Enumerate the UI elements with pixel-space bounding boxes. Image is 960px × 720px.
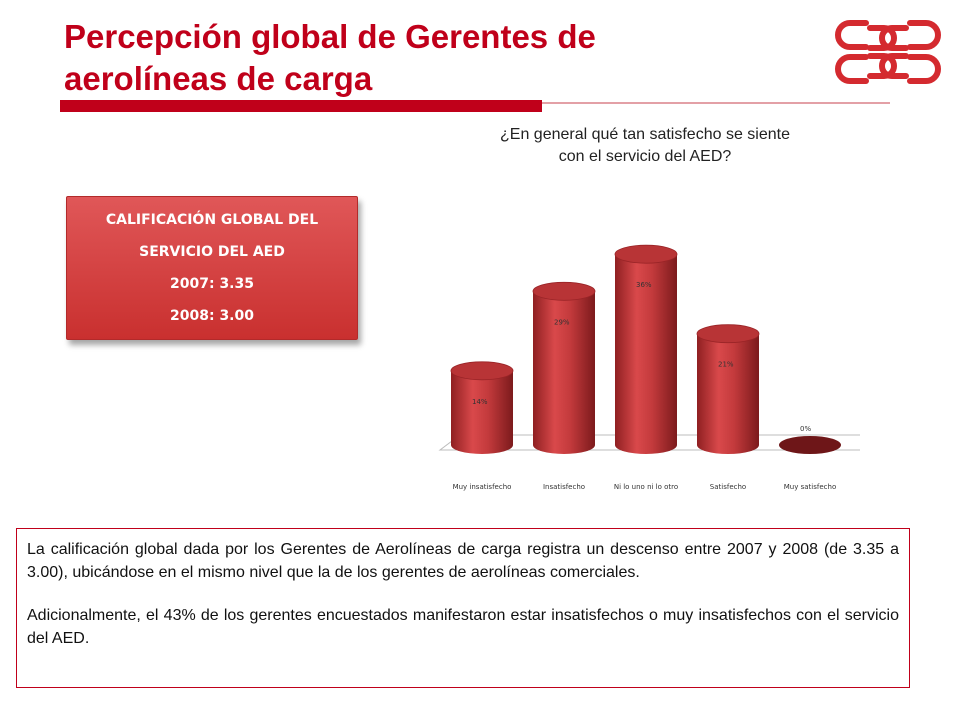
chart-question-line-2: con el servicio del AED? xyxy=(558,148,732,165)
category-label-2: Ni lo uno ni lo otro xyxy=(614,483,678,491)
commentary-box: La calificación global dada por los Gere… xyxy=(16,528,910,688)
value-label-2: 36% xyxy=(636,281,652,289)
slide-title-line-2: aerolíneas de carga xyxy=(64,60,373,97)
value-label-4: 0% xyxy=(800,425,811,433)
satisfaction-bar-chart: 14% Muy insatisfecho 29% Insatisfecho 36% Ni … xyxy=(438,244,860,491)
value-label-0: 14% xyxy=(472,398,488,406)
category-label-1: Insatisfecho xyxy=(543,483,585,491)
score-2007: 2007: 3.35 xyxy=(170,276,254,292)
value-label-1: 29% xyxy=(554,318,570,326)
bar-1 xyxy=(532,281,596,454)
slide-title: Percepción global de Gerentes de aerolín… xyxy=(64,16,764,100)
commentary-paragraph-1: La calificación global dada por los Gere… xyxy=(27,541,899,581)
commentary-paragraph-2: Adicionalmente, el 43% de los gerentes e… xyxy=(27,607,899,647)
category-label-3: Satisfecho xyxy=(710,483,746,491)
value-label-3: 21% xyxy=(718,361,734,369)
bar-0 xyxy=(450,361,514,454)
score-box-line-1: CALIFICACIÓN GLOBAL DEL xyxy=(105,212,319,228)
score-2008: 2008: 3.00 xyxy=(170,308,254,324)
chart-question-line-1: ¿En general qué tan satisfecho se siente xyxy=(500,126,790,143)
slide-title-line-1: Percepción global de Gerentes de xyxy=(64,18,596,55)
title-underline-bar xyxy=(60,100,542,112)
brand-logo xyxy=(835,20,941,84)
bar-3 xyxy=(696,324,760,454)
category-label-0: Muy insatisfecho xyxy=(453,483,512,491)
score-box-line-2: SERVICIO DEL AED xyxy=(139,244,285,260)
chart-question: ¿En general qué tan satisfecho se siente… xyxy=(430,124,860,168)
bar-2 xyxy=(614,244,678,454)
bar-4 xyxy=(779,436,841,454)
category-label-4: Muy satisfecho xyxy=(784,483,836,491)
global-score-box: CALIFICACIÓN GLOBAL DEL SERVICIO DEL AED… xyxy=(66,196,358,340)
